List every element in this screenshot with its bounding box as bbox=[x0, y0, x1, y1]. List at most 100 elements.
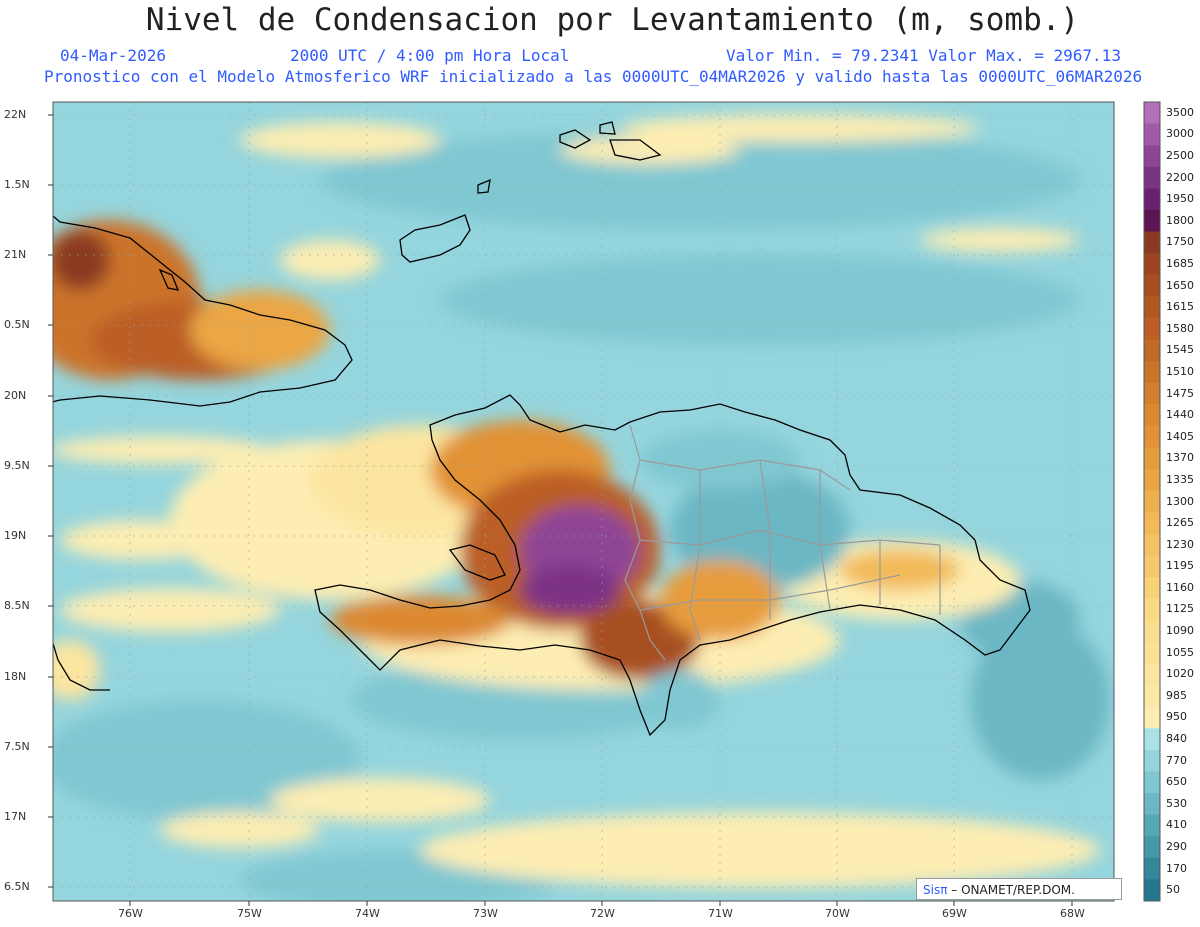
colorbar-swatch bbox=[1144, 749, 1160, 772]
colorbar-label: 1335 bbox=[1166, 472, 1194, 486]
colorbar-label: 530 bbox=[1166, 796, 1187, 810]
lon-label: 70W bbox=[825, 907, 850, 920]
colorbar-label: 1750 bbox=[1166, 235, 1194, 249]
lat-label: 0.5N bbox=[4, 318, 30, 331]
page-title: Nivel de Condensacion por Levantamiento … bbox=[145, 2, 1080, 38]
colorbar-swatch bbox=[1144, 836, 1160, 859]
colorbar-swatch bbox=[1144, 620, 1160, 643]
colorbar-swatch bbox=[1144, 231, 1160, 254]
colorbar-swatch bbox=[1144, 253, 1160, 276]
lat-label: 19N bbox=[4, 529, 27, 542]
colorbar-label: 985 bbox=[1166, 688, 1187, 702]
colorbar-label: 1055 bbox=[1166, 645, 1194, 659]
colorbar-label: 2500 bbox=[1166, 148, 1194, 162]
colorbar-label: 650 bbox=[1166, 775, 1187, 789]
colorbar-swatch bbox=[1144, 166, 1160, 189]
min-max-values: Valor Min. = 79.2341 Valor Max. = 2967.1… bbox=[726, 46, 1121, 65]
colorbar-label: 1020 bbox=[1166, 667, 1194, 681]
lon-label: 75W bbox=[237, 907, 262, 920]
colorbar-label: 1300 bbox=[1166, 494, 1194, 508]
colorbar-swatch bbox=[1144, 555, 1160, 578]
lat-label: 8.5N bbox=[4, 599, 30, 612]
colorbar-label: 3500 bbox=[1166, 105, 1194, 119]
colorbar-swatch bbox=[1144, 296, 1160, 319]
forecast-date: 04-Mar-2026 bbox=[60, 46, 166, 65]
colorbar-swatch bbox=[1144, 533, 1160, 556]
colorbar-swatch bbox=[1144, 685, 1160, 708]
colorbar-swatch bbox=[1144, 447, 1160, 470]
lat-label: 21N bbox=[4, 248, 27, 261]
colorbar-label: 1195 bbox=[1166, 559, 1194, 573]
colorbar-swatch bbox=[1144, 404, 1160, 427]
colorbar-swatch bbox=[1144, 577, 1160, 600]
lat-label: 17N bbox=[4, 810, 27, 823]
colorbar-swatch bbox=[1144, 857, 1160, 880]
lat-label: 9.5N bbox=[4, 459, 30, 472]
colorbar-label: 170 bbox=[1166, 861, 1187, 875]
colorbar-swatch bbox=[1144, 102, 1160, 125]
colorbar-label: 50 bbox=[1166, 883, 1180, 897]
lat-label: 6.5N bbox=[4, 880, 30, 893]
colorbar-label: 770 bbox=[1166, 753, 1187, 767]
colorbar-swatch bbox=[1144, 361, 1160, 384]
colorbar-swatch bbox=[1144, 317, 1160, 341]
colorbar-swatch bbox=[1144, 425, 1160, 449]
colorbar-swatch bbox=[1144, 641, 1160, 664]
colorbar-swatch bbox=[1144, 728, 1160, 751]
colorbar-label: 1545 bbox=[1166, 343, 1194, 357]
colorbar-swatch bbox=[1144, 339, 1160, 362]
colorbar-swatch bbox=[1144, 490, 1160, 513]
colorbar-swatch bbox=[1144, 209, 1160, 233]
sispi-logo: Sisπ bbox=[923, 883, 948, 897]
colorbar-label: 1440 bbox=[1166, 408, 1194, 422]
province-borders bbox=[624, 424, 941, 661]
colorbar-label: 1650 bbox=[1166, 278, 1194, 292]
colorbar-swatch bbox=[1144, 879, 1160, 902]
colorbar bbox=[1143, 101, 1161, 902]
colorbar-label: 1475 bbox=[1166, 386, 1194, 400]
lat-label: 1.5N bbox=[4, 178, 30, 191]
lat-label: 22N bbox=[4, 108, 27, 121]
colorbar-label: 2200 bbox=[1166, 170, 1194, 184]
colorbar-swatch bbox=[1144, 123, 1160, 146]
lon-label: 68W bbox=[1060, 907, 1085, 920]
colorbar-label: 1090 bbox=[1166, 624, 1194, 638]
colorbar-label: 410 bbox=[1166, 818, 1187, 832]
colorbar-swatch bbox=[1144, 469, 1160, 492]
colorbar-label: 1510 bbox=[1166, 364, 1194, 378]
lat-label: 20N bbox=[4, 389, 27, 402]
colorbar-label: 3000 bbox=[1166, 127, 1194, 141]
colorbar-swatch bbox=[1144, 382, 1160, 405]
lon-label: 71W bbox=[708, 907, 733, 920]
colorbar-label: 1405 bbox=[1166, 429, 1194, 443]
colorbar-label: 1230 bbox=[1166, 537, 1194, 551]
lon-label: 69W bbox=[942, 907, 967, 920]
lon-label: 72W bbox=[590, 907, 615, 920]
model-description: Pronostico con el Modelo Atmosferico WRF… bbox=[44, 67, 1143, 86]
colorbar-swatch bbox=[1144, 663, 1160, 686]
map-frame bbox=[52, 101, 1115, 902]
lcl-field bbox=[53, 102, 1114, 901]
lat-label: 7.5N bbox=[4, 740, 30, 753]
colorbar-label: 290 bbox=[1166, 840, 1187, 853]
coastlines bbox=[53, 121, 1031, 737]
colorbar-swatch bbox=[1144, 512, 1160, 535]
colorbar-swatch bbox=[1144, 793, 1160, 816]
colorbar-label: 1370 bbox=[1166, 451, 1194, 465]
lon-label: 74W bbox=[355, 907, 380, 920]
colorbar-swatch bbox=[1144, 274, 1160, 297]
colorbar-swatch bbox=[1144, 145, 1160, 168]
colorbar-swatch bbox=[1144, 598, 1160, 621]
colorbar-frame bbox=[1143, 101, 1161, 902]
colorbar-swatch bbox=[1144, 814, 1160, 837]
colorbar-label: 950 bbox=[1166, 710, 1187, 724]
colorbar-swatch bbox=[1144, 188, 1160, 211]
lat-label: 18N bbox=[4, 670, 27, 683]
lon-label: 73W bbox=[473, 907, 498, 920]
colorbar-label: 1160 bbox=[1166, 580, 1194, 594]
credit-text: – ONAMET/REP.DOM. bbox=[951, 883, 1075, 897]
colorbar-label: 1580 bbox=[1166, 321, 1194, 335]
colorbar-label: 1685 bbox=[1166, 256, 1194, 270]
colorbar-label: 1125 bbox=[1166, 602, 1194, 616]
